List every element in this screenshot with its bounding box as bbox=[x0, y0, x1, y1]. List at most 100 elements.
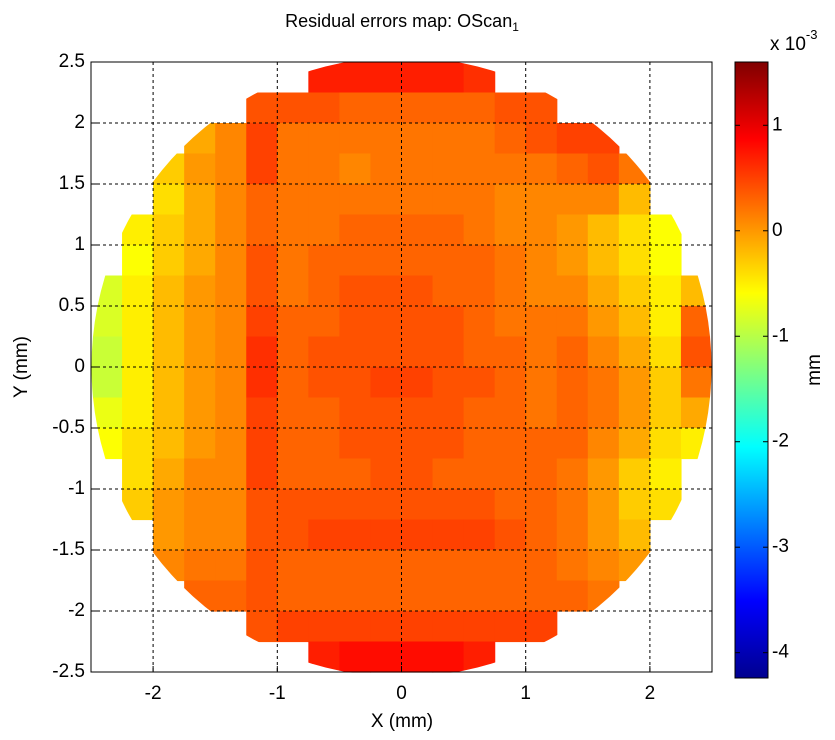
heatmap-cell bbox=[215, 458, 247, 490]
heatmap-cell bbox=[587, 214, 620, 246]
heatmap-cell bbox=[494, 611, 527, 643]
heatmap-cell bbox=[370, 306, 403, 338]
heatmap-cell bbox=[463, 123, 496, 155]
heatmap-cell bbox=[153, 336, 185, 368]
heatmap-cell bbox=[432, 62, 465, 94]
heatmap-cell bbox=[525, 92, 558, 124]
heatmap-cell bbox=[525, 428, 558, 460]
heatmap-cell bbox=[153, 245, 185, 277]
heatmap-cell bbox=[246, 275, 278, 307]
heatmap-cell bbox=[556, 245, 589, 277]
heatmap-cell bbox=[649, 336, 682, 368]
heatmap-cell bbox=[308, 489, 340, 521]
heatmap-cell bbox=[153, 275, 185, 307]
heatmap-cell bbox=[618, 275, 651, 307]
heatmap-cell bbox=[463, 458, 496, 490]
heatmap-cell bbox=[370, 580, 403, 612]
heatmap-cell bbox=[463, 62, 496, 94]
heatmap-cell bbox=[649, 489, 682, 521]
y-tick-label: 1.5 bbox=[59, 173, 85, 194]
x-tick-label: 2 bbox=[645, 683, 656, 704]
heatmap-cell bbox=[339, 519, 372, 551]
heatmap-cell bbox=[401, 336, 434, 368]
heatmap-cell bbox=[122, 336, 154, 368]
heatmap-cell bbox=[246, 458, 278, 490]
multiplier-exponent: -3 bbox=[806, 27, 818, 42]
y-tick-label: -1 bbox=[68, 478, 85, 499]
heatmap-cell bbox=[339, 214, 372, 246]
heatmap-cell bbox=[153, 550, 185, 582]
heatmap-cell bbox=[494, 397, 527, 429]
heatmap-cell bbox=[587, 184, 620, 216]
heatmap-cell bbox=[277, 336, 309, 368]
heatmap-cell bbox=[618, 245, 651, 277]
heatmap-cell bbox=[370, 519, 403, 551]
heatmap-cell bbox=[370, 641, 403, 673]
heatmap-cell bbox=[184, 214, 216, 246]
heatmap-cell bbox=[370, 458, 403, 490]
heatmap-cell bbox=[308, 367, 340, 399]
heatmap-cell bbox=[246, 245, 278, 277]
heatmap-cell bbox=[618, 428, 651, 460]
heatmap-cell bbox=[339, 153, 372, 185]
heatmap-cell bbox=[277, 245, 309, 277]
heatmap-cell bbox=[184, 153, 216, 185]
heatmap-cell bbox=[494, 245, 527, 277]
heatmap-cell bbox=[153, 153, 185, 185]
heatmap-cell bbox=[339, 428, 372, 460]
heatmap-cell bbox=[525, 458, 558, 490]
heatmap-cell bbox=[525, 397, 558, 429]
y-axis-label: Y (mm) bbox=[11, 336, 32, 398]
heatmap-cell bbox=[463, 641, 496, 673]
y-tick-label: 2 bbox=[74, 112, 85, 133]
heatmap-cell bbox=[525, 519, 558, 551]
heatmap-cell bbox=[401, 611, 434, 643]
colorbar-tick-label: 0 bbox=[772, 220, 783, 241]
heatmap-cell bbox=[370, 214, 403, 246]
heatmap-cell bbox=[308, 245, 340, 277]
heatmap-cell bbox=[308, 92, 340, 124]
heatmap-cell bbox=[525, 550, 558, 582]
heatmap-cell bbox=[587, 153, 620, 185]
colorbar-multiplier: x 10-3 bbox=[770, 27, 817, 55]
heatmap-cell bbox=[370, 245, 403, 277]
heatmap-cell bbox=[494, 458, 527, 490]
y-tick-label: -2 bbox=[68, 600, 85, 621]
heatmap-cell bbox=[587, 580, 620, 612]
heatmap-cell bbox=[246, 184, 278, 216]
heatmap-cell bbox=[463, 580, 496, 612]
heatmap-cell bbox=[215, 489, 247, 521]
heatmap-cell bbox=[649, 397, 682, 429]
heatmap-cell bbox=[122, 245, 154, 277]
heatmap-cell bbox=[339, 367, 372, 399]
heatmap-cell bbox=[556, 306, 589, 338]
heatmap-cell bbox=[556, 580, 589, 612]
heatmap-cell bbox=[277, 306, 309, 338]
heatmap-cell bbox=[153, 489, 185, 521]
y-tick-label: -1.5 bbox=[52, 539, 85, 560]
heatmap-cell bbox=[432, 336, 465, 368]
heatmap-cell bbox=[463, 519, 496, 551]
heatmap-cell bbox=[308, 306, 340, 338]
heatmap-cell bbox=[153, 458, 185, 490]
heatmap-cell bbox=[122, 214, 154, 246]
heatmap-cell bbox=[587, 123, 620, 155]
heatmap-cell bbox=[494, 489, 527, 521]
heatmap-cell bbox=[184, 184, 216, 216]
heatmap-cell bbox=[401, 489, 434, 521]
heatmap-cell bbox=[556, 184, 589, 216]
title-subscript: 1 bbox=[512, 20, 519, 34]
heatmap-cell bbox=[432, 611, 465, 643]
heatmap-cell bbox=[525, 153, 558, 185]
heatmap-cell bbox=[277, 458, 309, 490]
heatmap-cell bbox=[215, 245, 247, 277]
heatmap-cell bbox=[246, 123, 278, 155]
heatmap-cell bbox=[680, 275, 712, 307]
heatmap-cell bbox=[494, 153, 527, 185]
heatmap-cell bbox=[618, 184, 651, 216]
heatmap-cell bbox=[277, 92, 309, 124]
heatmap-cell bbox=[184, 550, 216, 582]
y-tick-label: 0 bbox=[74, 356, 85, 377]
heatmap-cell bbox=[215, 580, 247, 612]
heatmap-cell bbox=[370, 550, 403, 582]
